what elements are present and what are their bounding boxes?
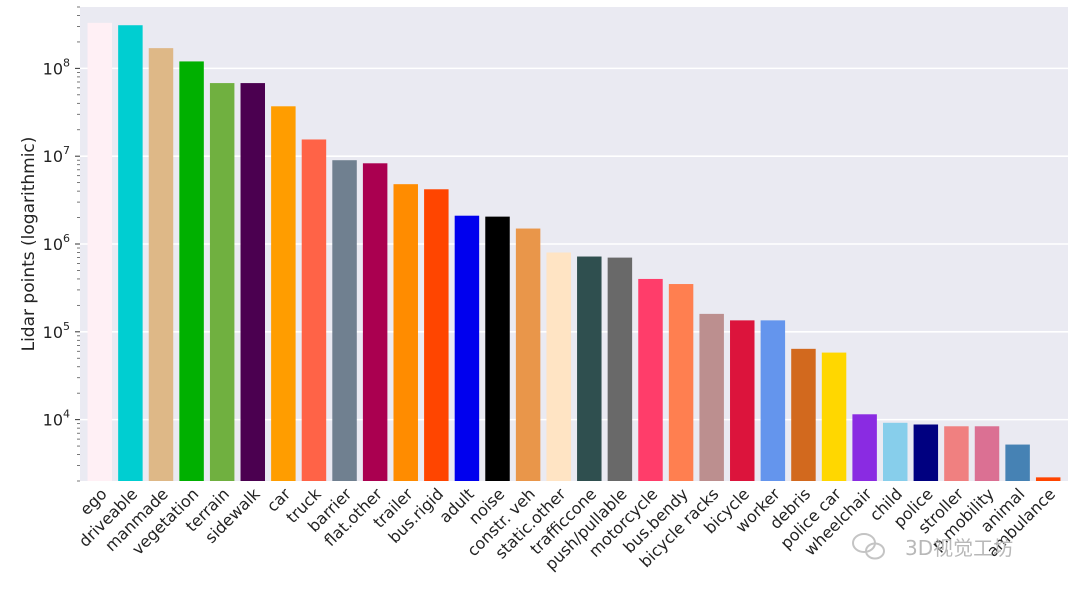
bar: [454, 215, 480, 481]
bar: [668, 284, 694, 481]
bar: [118, 25, 143, 482]
bar: [852, 414, 877, 481]
bar: [974, 426, 1000, 481]
y-tick-label: 106: [43, 232, 70, 254]
watermark-text: 3D视觉工坊: [905, 536, 1013, 560]
bar: [1005, 444, 1030, 481]
bar: [148, 48, 174, 482]
bars: [87, 22, 1061, 482]
bar: [515, 228, 541, 481]
y-tick-label: 105: [43, 320, 70, 342]
x-axis-ticks: egodriveablemanmadevegetationterrainside…: [75, 484, 1059, 574]
bar: [730, 320, 755, 481]
bar: [301, 139, 327, 481]
bar: [699, 313, 724, 481]
bar: [393, 184, 418, 482]
bar: [882, 422, 908, 481]
bar: [209, 83, 235, 481]
y-tick-label: 107: [43, 144, 70, 166]
bar: [332, 160, 357, 482]
bar: [271, 106, 296, 482]
bar: [577, 256, 602, 481]
y-axis-ticks: 104 105 106 107 108: [43, 6, 80, 482]
y-tick-label: 108: [43, 56, 70, 78]
bar: [362, 163, 388, 481]
bar: [791, 348, 816, 481]
bar: [546, 252, 571, 481]
bar: [179, 61, 204, 482]
watermark: 3D视觉工坊: [852, 533, 1013, 560]
bar: [760, 320, 786, 481]
bar: [944, 426, 969, 481]
bar: [913, 424, 939, 481]
y-tick-label: 104: [43, 408, 70, 430]
bar: [240, 83, 266, 481]
bar: [424, 189, 449, 482]
bar: [1035, 477, 1061, 481]
bar: [821, 352, 847, 481]
bar: [485, 216, 510, 481]
bar: [607, 257, 633, 481]
wechat-icon: [852, 533, 885, 560]
y-axis-label: Lidar points (logarithmic): [19, 137, 39, 352]
bar: [638, 278, 663, 481]
bar: [87, 22, 113, 482]
